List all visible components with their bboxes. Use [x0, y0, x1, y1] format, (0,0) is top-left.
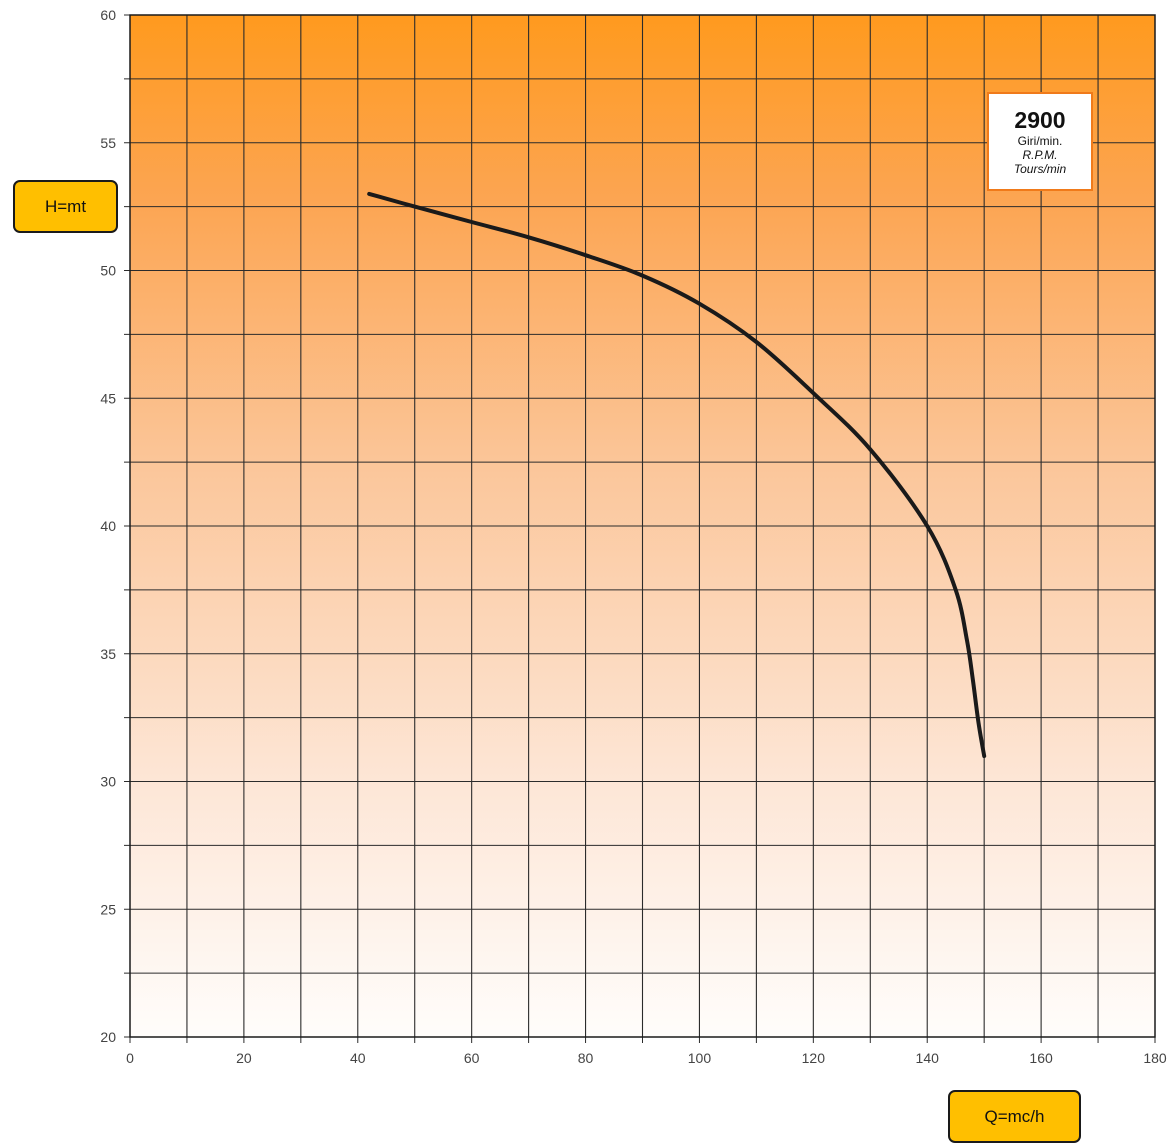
grid-lines — [124, 14, 1156, 1043]
y-tick-label: 30 — [100, 774, 116, 790]
y-tick-label: 35 — [100, 646, 116, 662]
x-tick-label: 40 — [350, 1050, 366, 1066]
y-tick-label: 55 — [100, 135, 116, 151]
rpm-annotation-box: 2900 Giri/min. R.P.M. Tours/min — [987, 92, 1093, 191]
x-tick-label: 20 — [236, 1050, 252, 1066]
x-tick-label: 60 — [464, 1050, 480, 1066]
x-tick-label: 180 — [1143, 1050, 1167, 1066]
x-axis-label: Q=mc/h — [948, 1090, 1081, 1143]
rpm-unit-english: R.P.M. — [1022, 147, 1058, 162]
y-tick-label: 20 — [100, 1029, 116, 1045]
x-tick-label: 160 — [1029, 1050, 1053, 1066]
plot-frame — [129, 14, 1156, 1038]
x-tick-label: 120 — [802, 1050, 826, 1066]
rpm-value: 2900 — [1014, 106, 1066, 133]
y-tick-label: 60 — [100, 7, 116, 23]
y-tick-label: 25 — [100, 901, 116, 917]
y-tick-label: 45 — [100, 390, 116, 406]
rpm-unit-french: Tours/min — [1013, 161, 1067, 176]
x-tick-label: 0 — [126, 1050, 134, 1066]
x-tick-label: 100 — [688, 1050, 712, 1066]
y-tick-label: 50 — [100, 263, 116, 279]
y-axis-label: H=mt — [13, 180, 118, 233]
head-flow-curve — [367, 191, 987, 758]
rpm-unit-italian: Giri/min. — [1017, 134, 1063, 149]
x-tick-label: 140 — [916, 1050, 940, 1066]
tick-labels: 0 20 40 60 80 100 120 140 160 180 20 25 30 35 40 45 50 55… — [100, 7, 1166, 1066]
x-tick-label: 80 — [578, 1050, 594, 1066]
y-tick-label: 40 — [100, 518, 116, 534]
